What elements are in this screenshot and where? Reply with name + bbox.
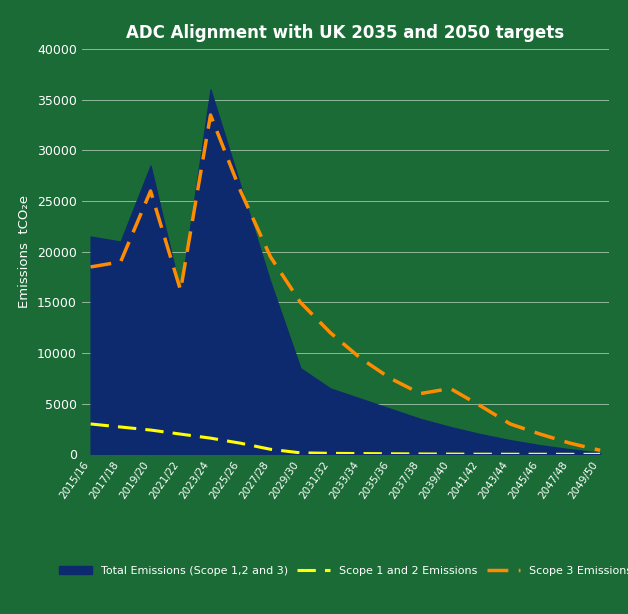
Scope 1 and 2 Emissions: [207, 435, 214, 442]
Y-axis label: Emissions  tCO₂e: Emissions tCO₂e: [18, 195, 31, 308]
Scope 1 and 2 Emissions: [477, 451, 484, 458]
Scope 1 and 2 Emissions: [117, 423, 124, 430]
Scope 1 and 2 Emissions: [177, 430, 185, 438]
Scope 3 Emissions: [447, 385, 454, 392]
Legend: Total Emissions (Scope 1,2 and 3), Scope 1 and 2 Emissions, Scope 3 Emissions: Total Emissions (Scope 1,2 and 3), Scope…: [52, 559, 628, 583]
Scope 3 Emissions: [296, 298, 304, 306]
Line: Scope 1 and 2 Emissions: Scope 1 and 2 Emissions: [90, 424, 600, 454]
Scope 3 Emissions: [477, 402, 484, 410]
Scope 1 and 2 Emissions: [447, 451, 454, 458]
Scope 1 and 2 Emissions: [237, 440, 244, 447]
Scope 3 Emissions: [267, 253, 274, 260]
Scope 1 and 2 Emissions: [296, 449, 304, 457]
Scope 3 Emissions: [387, 375, 394, 382]
Scope 1 and 2 Emissions: [566, 451, 574, 458]
Scope 1 and 2 Emissions: [387, 450, 394, 457]
Scope 3 Emissions: [536, 430, 544, 438]
Scope 3 Emissions: [147, 187, 154, 195]
Scope 3 Emissions: [597, 446, 604, 454]
Scope 1 and 2 Emissions: [357, 450, 364, 457]
Scope 1 and 2 Emissions: [267, 446, 274, 453]
Scope 3 Emissions: [416, 390, 424, 397]
Title: ADC Alignment with UK 2035 and 2050 targets: ADC Alignment with UK 2035 and 2050 targ…: [126, 24, 565, 42]
Scope 1 and 2 Emissions: [87, 420, 94, 427]
Scope 1 and 2 Emissions: [597, 451, 604, 458]
Scope 3 Emissions: [87, 263, 94, 271]
Scope 3 Emissions: [357, 354, 364, 362]
Scope 3 Emissions: [237, 187, 244, 195]
Scope 1 and 2 Emissions: [506, 451, 514, 458]
Scope 3 Emissions: [117, 258, 124, 265]
Scope 3 Emissions: [506, 420, 514, 427]
Scope 3 Emissions: [207, 111, 214, 119]
Scope 3 Emissions: [566, 440, 574, 447]
Line: Scope 3 Emissions: Scope 3 Emissions: [90, 115, 600, 450]
Scope 1 and 2 Emissions: [536, 451, 544, 458]
Scope 3 Emissions: [177, 287, 185, 294]
Scope 1 and 2 Emissions: [416, 450, 424, 457]
Scope 1 and 2 Emissions: [327, 449, 334, 457]
Scope 1 and 2 Emissions: [147, 426, 154, 433]
Scope 3 Emissions: [327, 329, 334, 336]
